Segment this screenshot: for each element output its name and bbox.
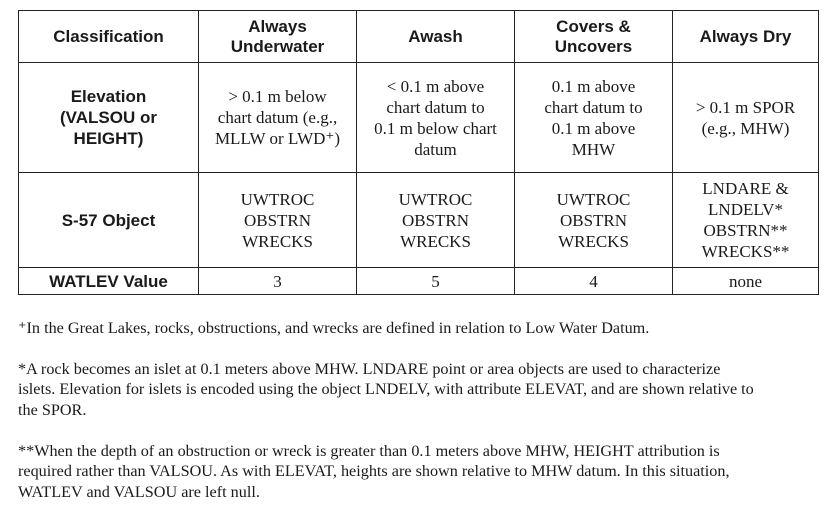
header-classification: Classification	[18, 10, 199, 63]
cell-s57-covers-uncovers: UWTROC OBSTRN WRECKS	[514, 172, 673, 268]
watlev-classification-table: Classification Always Underwater Awash C…	[18, 10, 819, 295]
footnote-islet: *A rock becomes an islet at 0.1 meters a…	[18, 359, 754, 419]
cell-watlev-always-dry: none	[672, 267, 819, 295]
cell-elevation-covers-uncovers: 0.1 m above chart datum to 0.1 m above M…	[514, 62, 673, 173]
row-label-s57-object: S-57 Object	[18, 172, 199, 268]
header-covers-uncovers: Covers & Uncovers	[514, 10, 673, 63]
table-row-watlev: WATLEV Value 3 5 4 none	[18, 267, 819, 295]
cell-elevation-always-dry: > 0.1 m SPOR (e.g., MHW)	[672, 62, 819, 173]
table-row-elevation: Elevation (VALSOU or HEIGHT) > 0.1 m bel…	[18, 62, 819, 173]
header-always-dry: Always Dry	[672, 10, 819, 63]
document: Classification Always Underwater Awash C…	[18, 10, 819, 523]
header-always-underwater: Always Underwater	[198, 10, 357, 63]
footnote-great-lakes: ⁺In the Great Lakes, rocks, obstructions…	[18, 318, 650, 337]
table-row-s57-object: S-57 Object UWTROC OBSTRN WRECKS UWTROC …	[18, 172, 819, 268]
cell-elevation-awash: < 0.1 m above chart datum to 0.1 m below…	[356, 62, 515, 173]
cell-watlev-always-underwater: 3	[198, 267, 357, 295]
footnotes: ⁺In the Great Lakes, rocks, obstructions…	[18, 297, 818, 523]
cell-watlev-covers-uncovers: 4	[514, 267, 673, 295]
row-label-elevation: Elevation (VALSOU or HEIGHT)	[18, 62, 199, 173]
cell-elevation-always-underwater: > 0.1 m below chart datum (e.g., MLLW or…	[198, 62, 357, 173]
header-awash: Awash	[356, 10, 515, 63]
cell-s57-always-dry: LNDARE & LNDELV* OBSTRN** WRECKS**	[672, 172, 819, 268]
table-header-row: Classification Always Underwater Awash C…	[18, 10, 819, 63]
cell-s57-always-underwater: UWTROC OBSTRN WRECKS	[198, 172, 357, 268]
cell-watlev-awash: 5	[356, 267, 515, 295]
cell-s57-awash: UWTROC OBSTRN WRECKS	[356, 172, 515, 268]
row-label-watlev: WATLEV Value	[18, 267, 199, 295]
